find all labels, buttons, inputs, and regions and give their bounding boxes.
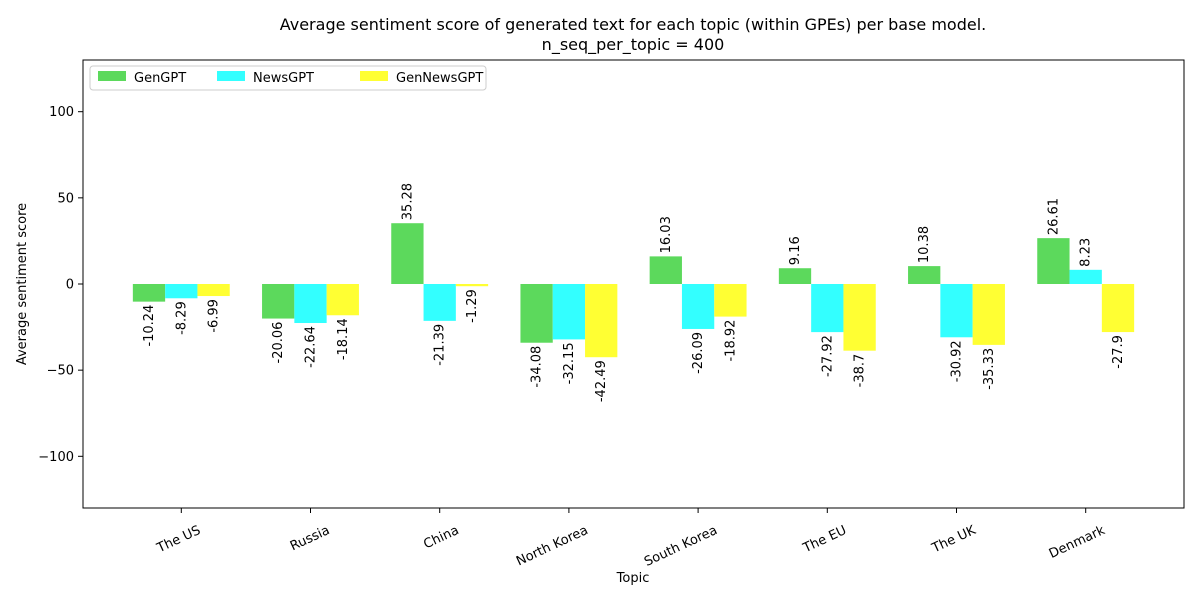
bar	[681, 284, 715, 329]
legend-label: NewsGPT	[253, 71, 314, 86]
bar-value-label: -27.9	[1111, 335, 1126, 369]
x-tick-label: The UK	[929, 523, 979, 557]
y-tick-label: 50	[57, 191, 74, 206]
bar-value-label: 16.03	[659, 216, 674, 253]
x-tick-label: The EU	[800, 523, 849, 556]
bar-value-label: -1.29	[465, 289, 480, 323]
bar-value-label: -42.49	[594, 360, 609, 402]
bar	[262, 284, 295, 319]
bar	[714, 284, 747, 317]
bar-value-label: 9.16	[788, 236, 803, 265]
bar-value-label: -30.92	[950, 340, 965, 382]
bar-value-label: -34.08	[530, 346, 545, 388]
y-tick-label: −100	[38, 450, 74, 465]
bar-value-label: -18.14	[336, 318, 351, 360]
chart-title: Average sentiment score of generated tex…	[280, 15, 987, 34]
y-tick-label: 0	[66, 278, 74, 293]
bar	[294, 284, 327, 324]
bar-value-label: -27.92	[820, 335, 835, 377]
bar-value-label: -32.15	[562, 342, 577, 384]
bar	[649, 256, 682, 284]
y-tick-label: −50	[47, 364, 74, 379]
bar	[908, 266, 941, 284]
bar-value-label: 10.38	[917, 226, 932, 263]
bar	[811, 284, 844, 333]
bar	[423, 284, 456, 321]
y-axis-label: Average sentiment score	[15, 203, 30, 365]
bar-value-label: -10.24	[142, 305, 157, 347]
bar	[165, 284, 198, 299]
bar	[778, 268, 812, 284]
bar	[391, 223, 424, 284]
bar-value-label: 26.61	[1046, 198, 1061, 235]
bar	[585, 284, 618, 358]
bar-value-label: -26.09	[691, 332, 706, 374]
bar	[132, 284, 166, 302]
legend-label: GenNewsGPT	[396, 71, 483, 86]
legend-swatch	[98, 71, 126, 81]
bar	[520, 284, 553, 343]
legend-swatch	[217, 71, 245, 81]
x-tick-label: Denmark	[1047, 523, 1108, 562]
bar-value-label: -6.99	[207, 299, 222, 333]
bar	[455, 284, 489, 287]
legend-swatch	[360, 71, 388, 81]
x-tick-label: Russia	[288, 523, 332, 554]
bar	[197, 284, 230, 297]
bar-value-label: 35.28	[400, 183, 415, 220]
legend: GenGPT NewsGPT GenNewsGPT	[89, 65, 487, 91]
x-axis: The US Russia China North Korea South Korea T…	[154, 508, 1108, 570]
bar	[940, 284, 973, 338]
bar-value-label: -18.92	[723, 320, 738, 362]
bar	[326, 284, 359, 316]
bar-value-label: 8.23	[1079, 238, 1094, 267]
bar-value-label: -20.06	[271, 322, 286, 364]
bars-group	[132, 223, 1135, 358]
x-tick-label: North Korea	[514, 523, 590, 569]
legend-label: GenGPT	[134, 71, 186, 86]
bar	[843, 284, 876, 351]
chart-subtitle: n_seq_per_topic = 400	[542, 35, 725, 55]
bar-value-label: -22.64	[304, 326, 319, 368]
x-tick-label: South Korea	[642, 523, 720, 570]
x-tick-label: The US	[154, 523, 203, 556]
x-tick-label: China	[421, 523, 461, 552]
bar	[1069, 269, 1102, 284]
bar-value-label: -35.33	[982, 348, 997, 390]
bar-value-label: -8.29	[174, 301, 189, 335]
bar-value-label: -21.39	[433, 324, 448, 366]
y-tick-label: 100	[49, 105, 74, 120]
plot-frame	[82, 59, 1185, 509]
bar	[1037, 238, 1070, 284]
y-axis: −100 −50 0 50 100	[38, 105, 83, 465]
bar	[552, 284, 586, 340]
bar	[972, 284, 1005, 345]
bar	[1101, 284, 1135, 333]
x-axis-label: Topic	[616, 571, 650, 586]
bar-labels-group: -10.24 -20.06 35.28 -34.08 16.03 9.16 10.38 26.…	[142, 183, 1126, 402]
bar-value-label: -38.7	[853, 354, 868, 388]
